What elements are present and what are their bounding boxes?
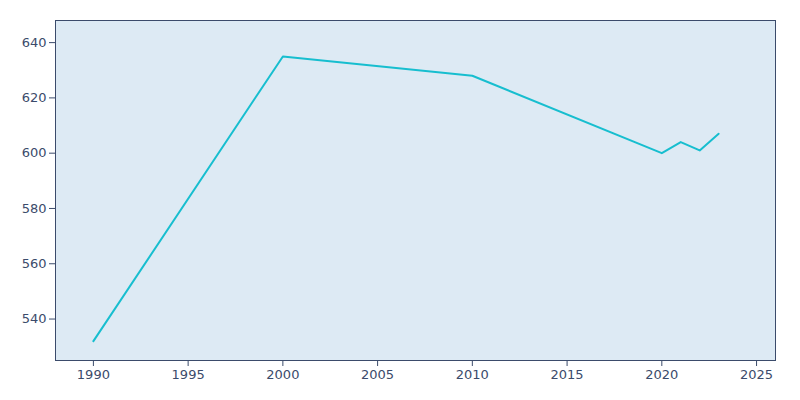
svg-text:560: 560 — [22, 256, 47, 271]
svg-text:1990: 1990 — [77, 367, 110, 382]
svg-text:2025: 2025 — [740, 367, 773, 382]
svg-text:2015: 2015 — [551, 367, 584, 382]
svg-text:580: 580 — [22, 201, 47, 216]
svg-text:2010: 2010 — [456, 367, 489, 382]
svg-text:2020: 2020 — [645, 367, 678, 382]
svg-text:2000: 2000 — [266, 367, 299, 382]
svg-text:540: 540 — [22, 311, 47, 326]
svg-text:640: 640 — [22, 35, 47, 50]
svg-text:600: 600 — [22, 145, 47, 160]
svg-text:1995: 1995 — [172, 367, 205, 382]
svg-text:620: 620 — [22, 90, 47, 105]
svg-text:2005: 2005 — [361, 367, 394, 382]
